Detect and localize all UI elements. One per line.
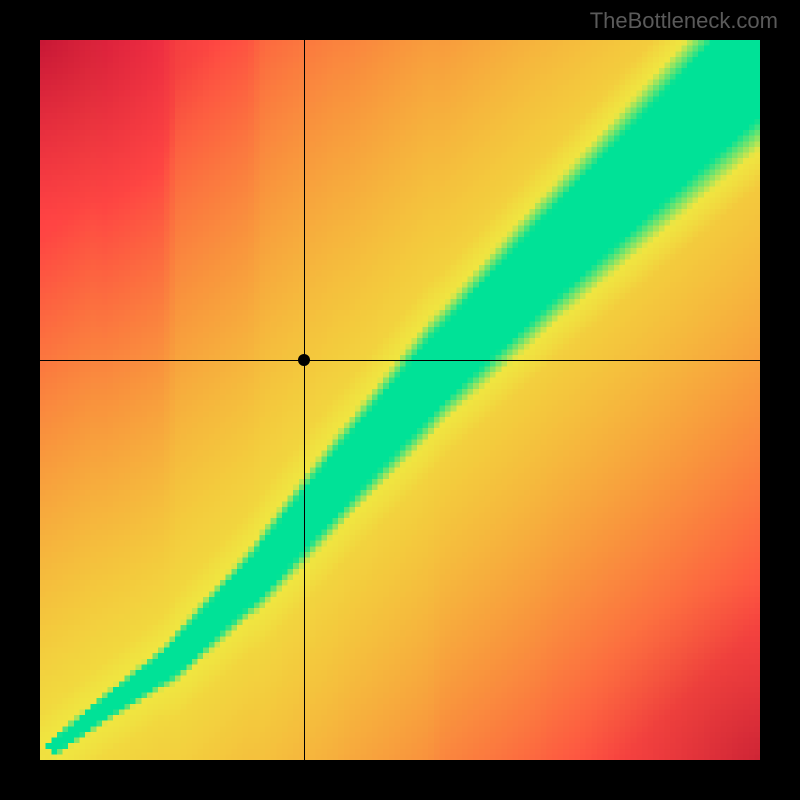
marker-dot (298, 354, 310, 366)
crosshair-vertical (304, 40, 305, 760)
plot-area (40, 40, 760, 760)
heatmap-canvas (40, 40, 760, 760)
crosshair-horizontal (40, 360, 760, 361)
watermark-text: TheBottleneck.com (590, 8, 778, 34)
